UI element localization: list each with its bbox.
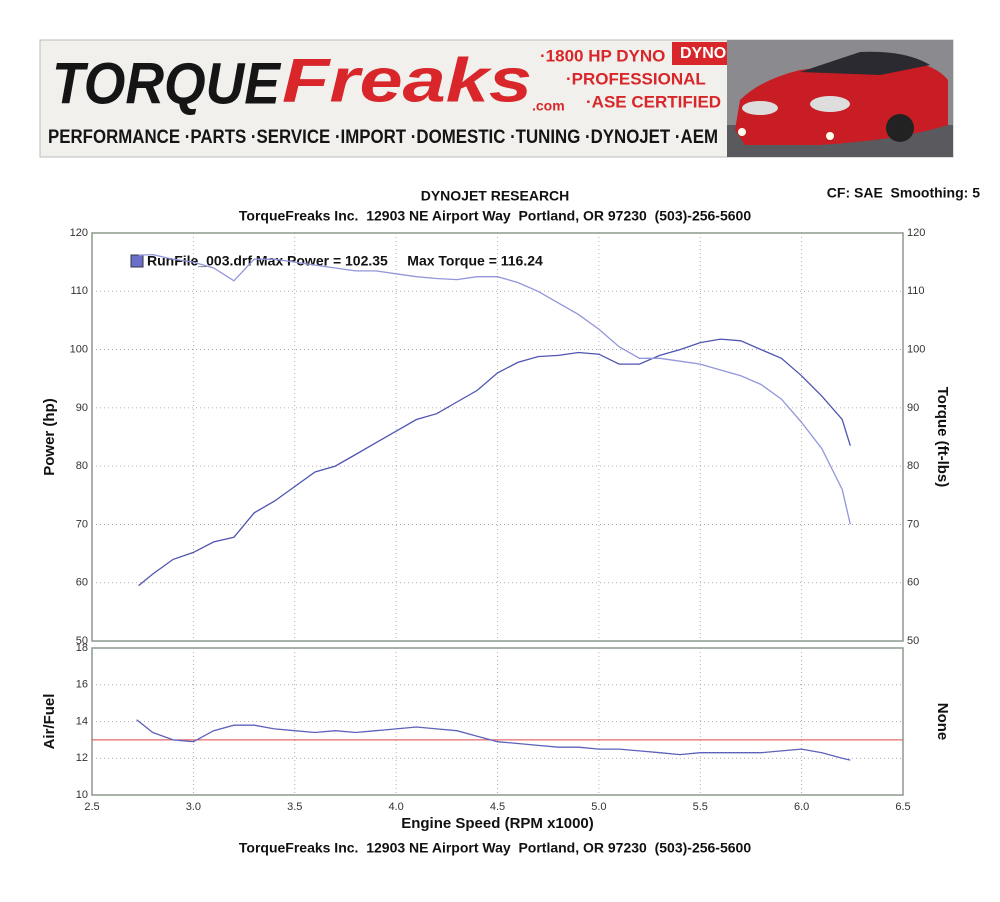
x-tick-label: 6.0 [794,801,809,813]
y2-tick-label: 50 [907,635,919,647]
y2-tick-label: 100 [907,343,925,355]
y-tick-label: 120 [70,227,88,239]
y-tick-label: 18 [76,642,88,654]
y-tick-label: 70 [76,518,88,530]
brand: .com [532,98,565,114]
y-axis-label: Air/Fuel [41,694,58,750]
promo: ·PROFESSIONAL [566,69,706,88]
y2-tick-label: 60 [907,577,919,589]
legend: RunFile_003.drf Max Power = 102.35 Max T… [147,253,543,269]
y-tick-label: 80 [76,460,88,472]
y2-tick-label: 90 [907,402,919,414]
y-tick-label: 100 [70,343,88,355]
brand: Freaks [282,46,532,115]
car-photo [727,40,953,157]
report-title: DYNOJET RESEARCH [421,188,570,204]
y2-tick-label: 80 [907,460,919,472]
x-tick-label: 6.5 [895,801,910,813]
services: PERFORMANCE ·PARTS ·SERVICE ·IMPORT ·DOM… [48,127,718,148]
banner: TORQUE Freaks .com ·1800 HP DYNO DYNO TU… [39,39,954,158]
y-tick-label: 10 [76,789,88,801]
promo: ·ASE CERTIFIED [586,92,721,111]
x-tick-label: 5.0 [591,801,606,813]
address: TorqueFreaks Inc. 12903 NE Airport Way P… [239,208,751,224]
footer: TorqueFreaks Inc. 12903 NE Airport Way P… [239,840,751,856]
y-tick-label: 90 [76,402,88,414]
data-line [138,253,851,525]
y-tick-label: 12 [76,752,88,764]
y2-axis-label: Torque (ft-lbs) [934,387,951,488]
y-tick-label: 110 [70,285,88,297]
x-tick-label: 2.5 [84,801,99,813]
x-tick-label: 4.5 [490,801,505,813]
y2-axis-label: None [934,703,951,741]
x-tick-label: 4.0 [388,801,403,813]
x-axis-label: Engine Speed (RPM x1000) [401,815,594,832]
y-tick-label: 50 [76,635,88,647]
x-tick-label: 5.5 [693,801,708,813]
y-tick-label: 14 [76,715,88,727]
y-tick-label: 16 [76,679,88,691]
legend-swatch [130,254,144,268]
x-tick-label: 3.0 [186,801,201,813]
y2-tick-label: 70 [907,518,919,530]
x-tick-label: 3.5 [287,801,302,813]
settings: CF: SAE Smoothing: 5 [827,185,980,201]
data-line [136,719,851,761]
y2-tick-label: 120 [907,227,925,239]
brand: TORQUE [52,51,282,116]
y-axis-label: Power (hp) [41,398,58,476]
y-tick-label: 60 [76,577,88,589]
promo: ·1800 HP DYNO [540,46,665,65]
data-line [138,338,851,587]
y2-tick-label: 110 [907,285,925,297]
